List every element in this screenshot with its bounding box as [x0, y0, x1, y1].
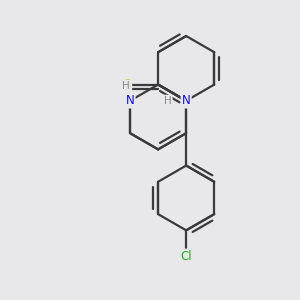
Text: S: S [124, 78, 131, 91]
Text: H: H [164, 96, 172, 106]
Text: N: N [182, 94, 190, 107]
Text: H: H [122, 81, 130, 91]
Text: N: N [126, 94, 134, 107]
Text: Cl: Cl [180, 250, 192, 263]
